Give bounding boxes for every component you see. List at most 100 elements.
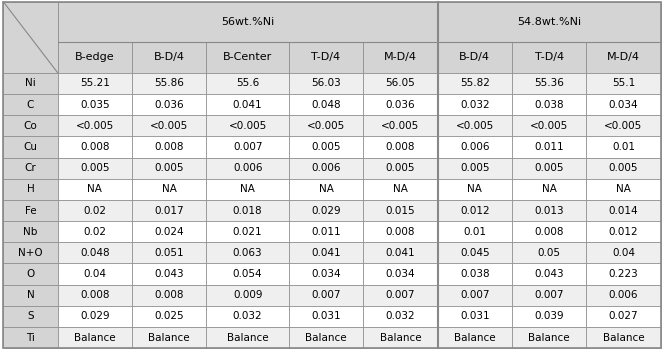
Text: 55.36: 55.36: [534, 78, 564, 89]
Text: Balance: Balance: [74, 332, 116, 343]
Text: Balance: Balance: [227, 332, 268, 343]
Text: 0.014: 0.014: [609, 205, 638, 216]
Text: B-D/4: B-D/4: [459, 52, 490, 62]
Text: Balance: Balance: [380, 332, 421, 343]
Bar: [586, 242, 661, 264]
Bar: [438, 264, 512, 285]
Bar: [363, 158, 438, 179]
Bar: [289, 158, 363, 179]
Bar: [58, 264, 132, 285]
Bar: [3, 136, 58, 158]
Text: O: O: [27, 269, 35, 279]
Text: B-edge: B-edge: [75, 52, 115, 62]
Text: 0.012: 0.012: [609, 227, 638, 237]
Text: 0.043: 0.043: [535, 269, 564, 279]
Text: 0.005: 0.005: [386, 163, 415, 173]
Text: 0.04: 0.04: [84, 269, 106, 279]
Bar: [207, 306, 289, 327]
Text: 0.005: 0.005: [155, 163, 184, 173]
Text: 0.01: 0.01: [463, 227, 486, 237]
Text: 0.011: 0.011: [311, 227, 341, 237]
Bar: [586, 327, 661, 348]
Text: C: C: [27, 99, 35, 110]
Bar: [363, 94, 438, 115]
Bar: [3, 221, 58, 242]
Bar: [58, 200, 132, 221]
Text: 0.034: 0.034: [386, 269, 415, 279]
Text: 0.017: 0.017: [155, 205, 184, 216]
Bar: [438, 179, 512, 200]
Bar: [512, 285, 586, 306]
Bar: [289, 200, 363, 221]
Text: 0.005: 0.005: [609, 163, 638, 173]
Bar: [207, 221, 289, 242]
Bar: [438, 94, 512, 115]
Bar: [207, 242, 289, 264]
Text: Cu: Cu: [23, 142, 37, 152]
Text: 0.048: 0.048: [80, 248, 110, 258]
Bar: [363, 242, 438, 264]
Text: Balance: Balance: [529, 332, 570, 343]
Text: NA: NA: [88, 184, 102, 194]
Bar: [207, 264, 289, 285]
Bar: [207, 285, 289, 306]
Text: 0.005: 0.005: [535, 163, 564, 173]
Bar: [586, 200, 661, 221]
Text: <0.005: <0.005: [307, 121, 345, 131]
Text: <0.005: <0.005: [381, 121, 420, 131]
Text: 0.043: 0.043: [155, 269, 184, 279]
Bar: [586, 115, 661, 136]
Text: 0.008: 0.008: [386, 142, 415, 152]
Bar: [512, 179, 586, 200]
Bar: [3, 327, 58, 348]
Text: 56.03: 56.03: [311, 78, 341, 89]
Bar: [512, 73, 586, 94]
Text: 56.05: 56.05: [386, 78, 415, 89]
Text: 0.024: 0.024: [155, 227, 184, 237]
Text: 0.006: 0.006: [311, 163, 341, 173]
Text: 0.007: 0.007: [535, 290, 564, 300]
Bar: [586, 179, 661, 200]
Text: 0.018: 0.018: [233, 205, 262, 216]
Text: 0.05: 0.05: [538, 248, 560, 258]
Text: 0.036: 0.036: [386, 99, 415, 110]
Text: 0.031: 0.031: [460, 312, 489, 321]
Text: Fe: Fe: [25, 205, 37, 216]
Text: 0.013: 0.013: [535, 205, 564, 216]
Text: 0.005: 0.005: [460, 163, 489, 173]
Bar: [3, 179, 58, 200]
Text: 0.007: 0.007: [460, 290, 489, 300]
Bar: [363, 221, 438, 242]
Bar: [207, 136, 289, 158]
Bar: [363, 115, 438, 136]
Bar: [586, 136, 661, 158]
Bar: [438, 158, 512, 179]
Bar: [289, 306, 363, 327]
Bar: [289, 285, 363, 306]
Text: 0.034: 0.034: [609, 99, 638, 110]
Text: 0.04: 0.04: [612, 248, 635, 258]
Bar: [289, 264, 363, 285]
Text: 0.063: 0.063: [233, 248, 262, 258]
Bar: [586, 221, 661, 242]
Text: Cr: Cr: [25, 163, 37, 173]
Text: 0.054: 0.054: [233, 269, 262, 279]
Bar: [438, 115, 512, 136]
Bar: [132, 264, 207, 285]
Text: 55.21: 55.21: [80, 78, 110, 89]
Text: <0.005: <0.005: [150, 121, 189, 131]
Text: 0.041: 0.041: [386, 248, 415, 258]
Text: 0.032: 0.032: [386, 312, 415, 321]
Text: 54.8wt.%Ni: 54.8wt.%Ni: [517, 17, 581, 27]
Text: T-D/4: T-D/4: [535, 52, 564, 62]
Bar: [512, 42, 586, 73]
Bar: [58, 2, 438, 42]
Bar: [207, 115, 289, 136]
Text: 55.82: 55.82: [459, 78, 489, 89]
Bar: [132, 179, 207, 200]
Text: NA: NA: [467, 184, 482, 194]
Bar: [3, 306, 58, 327]
Bar: [289, 221, 363, 242]
Bar: [58, 306, 132, 327]
Bar: [363, 136, 438, 158]
